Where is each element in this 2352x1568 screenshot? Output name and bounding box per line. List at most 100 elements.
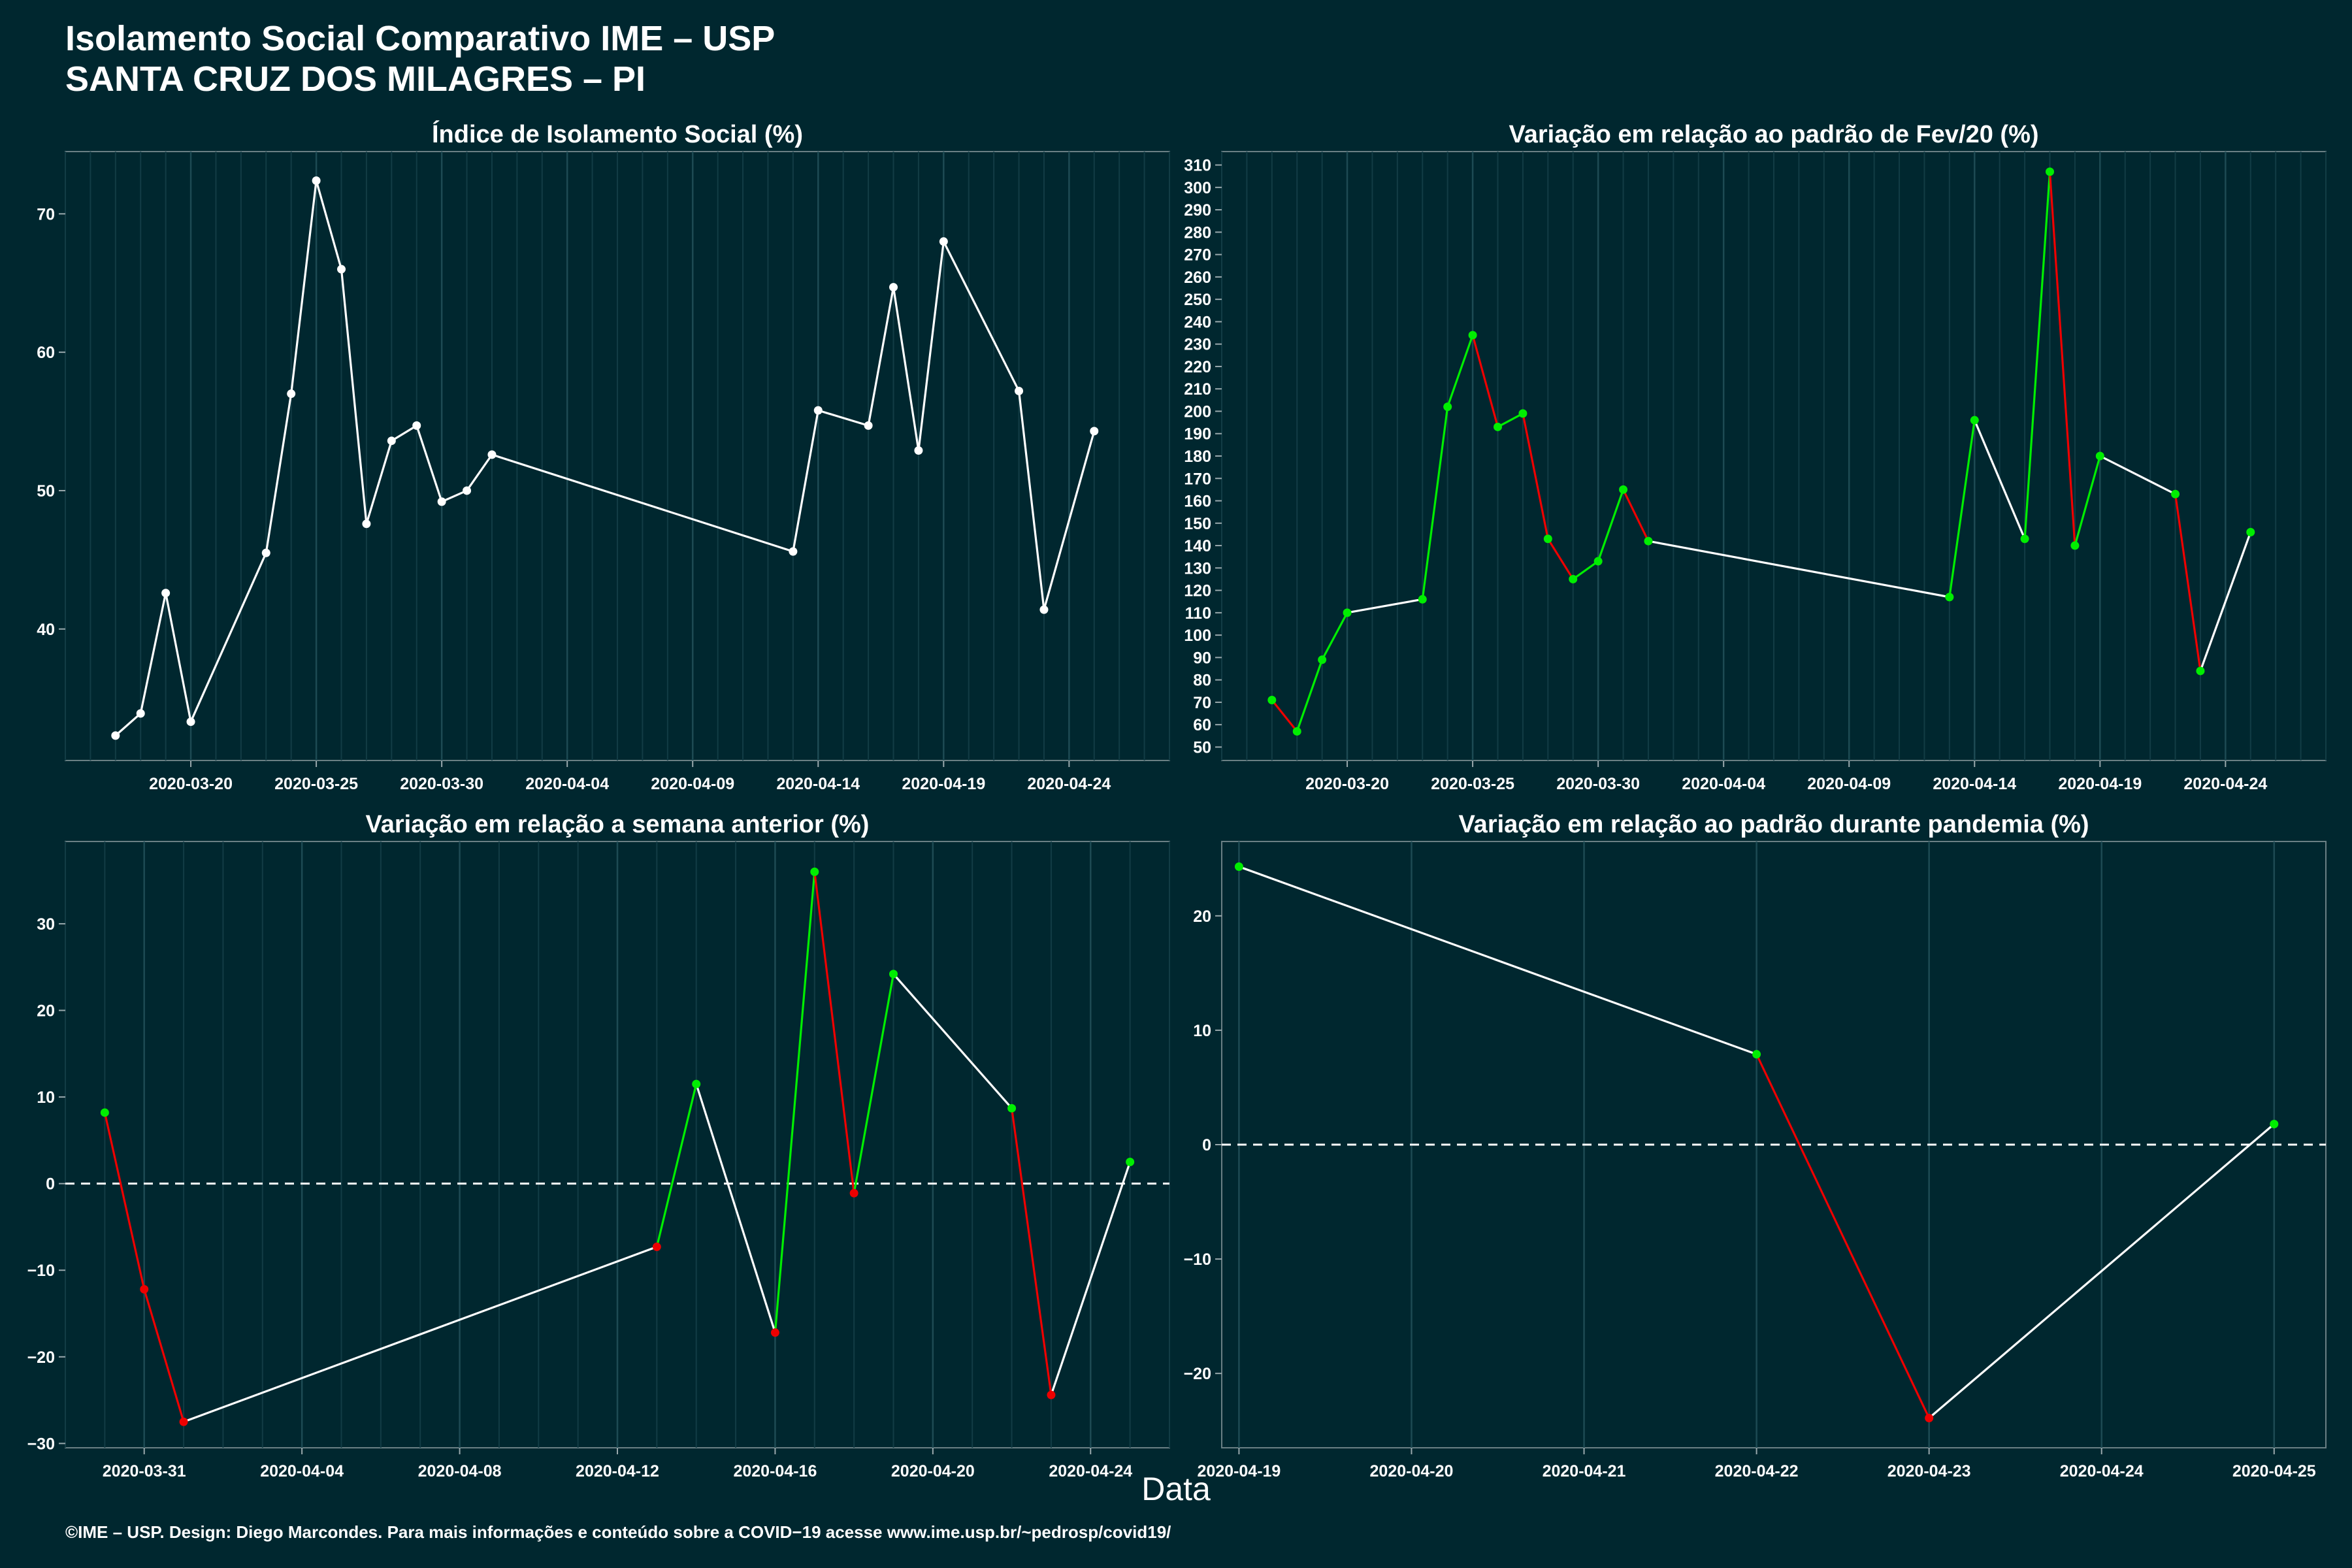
footer-credit: ©IME – USP. Design: Diego Marcondes. Par…	[65, 1522, 1171, 1542]
series-segment	[2023, 171, 2051, 539]
y-tick-label: −10	[1184, 1250, 1211, 1269]
series-segment	[1948, 419, 1976, 598]
data-point	[770, 1328, 779, 1337]
series-segment	[892, 973, 1013, 1109]
series-segment	[2048, 171, 2076, 546]
data-point	[463, 486, 472, 495]
x-tick-label: 2020-04-09	[651, 775, 734, 793]
data-point	[1047, 1390, 1056, 1399]
y-tick-label: 270	[1184, 246, 1211, 265]
x-tick-label: 2020-04-24	[1027, 775, 1111, 793]
data-point	[140, 1284, 149, 1294]
series-segment	[853, 973, 895, 1194]
y-tick-label: 150	[1184, 515, 1211, 533]
y-tick-label: 60	[37, 344, 55, 362]
y-tick-label: 200	[1184, 402, 1211, 421]
series-segment	[290, 180, 318, 394]
y-tick-label: 180	[1184, 448, 1211, 466]
series-segment	[416, 425, 443, 502]
series-segment	[1321, 612, 1348, 661]
data-point	[810, 867, 819, 876]
x-tick-label: 2020-04-04	[1682, 775, 1765, 793]
y-tick-label: 170	[1184, 470, 1211, 488]
data-point	[1970, 416, 1979, 425]
data-point	[1234, 862, 1243, 872]
data-point	[2171, 489, 2180, 498]
y-tick-label: 280	[1184, 223, 1211, 242]
y-tick-label: 160	[1184, 493, 1211, 511]
series-segment	[143, 1288, 185, 1422]
x-tick-label: 2020-04-21	[1543, 1462, 1626, 1480]
data-point	[1518, 409, 1527, 418]
series-segment	[1522, 413, 1549, 540]
data-point	[939, 237, 948, 246]
y-tick-label: 140	[1184, 537, 1211, 555]
x-tick-label: 2020-03-30	[400, 775, 483, 793]
chart-panel-3: Variação em relação a semana anterior (%…	[27, 811, 1170, 1480]
series-segment	[813, 872, 855, 1194]
data-point	[652, 1242, 661, 1251]
series-segment	[340, 269, 368, 524]
series-segment	[1756, 1053, 1931, 1419]
y-tick-label: 310	[1184, 157, 1211, 175]
x-tick-label: 2020-03-20	[1305, 775, 1389, 793]
series-segment	[1973, 419, 2026, 540]
series-segment	[183, 1245, 657, 1423]
y-tick-label: 220	[1184, 358, 1211, 376]
y-tick-label: 20	[37, 1002, 55, 1021]
data-point	[1090, 427, 1099, 436]
series-segment	[774, 872, 816, 1333]
data-point	[136, 709, 145, 718]
panel-title: Variação em relação a semana anterior (%…	[366, 811, 870, 838]
series-segment	[165, 593, 192, 722]
data-point	[1945, 593, 1954, 602]
data-point	[312, 176, 321, 185]
data-point	[1343, 608, 1352, 617]
data-point	[487, 450, 497, 459]
series-segment	[114, 712, 142, 737]
series-segment	[365, 440, 393, 525]
y-tick-label: 260	[1184, 269, 1211, 287]
series-segment	[2174, 494, 2202, 672]
data-point	[2270, 1119, 2279, 1128]
x-tick-label: 2020-04-19	[1197, 1462, 1281, 1480]
y-tick-label: 80	[1193, 672, 1211, 690]
series-segment	[655, 1083, 698, 1247]
series-segment	[466, 453, 493, 491]
series-segment	[1043, 431, 1096, 610]
data-point	[789, 547, 798, 556]
data-point	[1619, 485, 1628, 494]
data-point	[437, 497, 446, 506]
y-tick-label: 50	[37, 482, 55, 500]
x-tick-label: 2020-04-22	[1715, 1462, 1799, 1480]
data-point	[2020, 534, 2029, 544]
data-point	[111, 731, 120, 740]
x-tick-label: 2020-04-24	[1049, 1462, 1132, 1480]
y-tick-label: 0	[46, 1175, 55, 1194]
data-point	[1126, 1158, 1135, 1167]
series-segment	[1050, 1162, 1132, 1396]
series-segment	[189, 552, 267, 723]
series-segment	[792, 410, 819, 552]
x-tick-label: 2020-04-09	[1807, 775, 1891, 793]
x-tick-label: 2020-03-25	[1431, 775, 1514, 793]
x-tick-label: 2020-04-14	[1933, 775, 2016, 793]
data-point	[1752, 1050, 1761, 1059]
x-tick-label: 2020-04-12	[576, 1462, 659, 1480]
y-tick-label: −10	[27, 1262, 55, 1280]
series-segment	[1010, 1108, 1053, 1396]
data-point	[100, 1108, 109, 1117]
data-point	[2246, 528, 2255, 536]
y-tick-label: 250	[1184, 291, 1211, 309]
series-segment	[1238, 866, 1757, 1056]
y-tick-label: 290	[1184, 201, 1211, 220]
x-tick-label: 2020-04-25	[2232, 1462, 2316, 1480]
y-tick-label: 10	[37, 1088, 55, 1107]
x-tick-label: 2020-04-19	[2058, 775, 2142, 793]
series-segment	[1446, 335, 1474, 408]
chart-panel-4: Variação em relação ao padrão durante pa…	[1184, 811, 2327, 1480]
data-point	[261, 548, 270, 557]
y-tick-label: 230	[1184, 336, 1211, 354]
panel-title: Variação em relação ao padrão de Fev/20 …	[1509, 121, 2038, 148]
data-point	[1292, 727, 1301, 736]
